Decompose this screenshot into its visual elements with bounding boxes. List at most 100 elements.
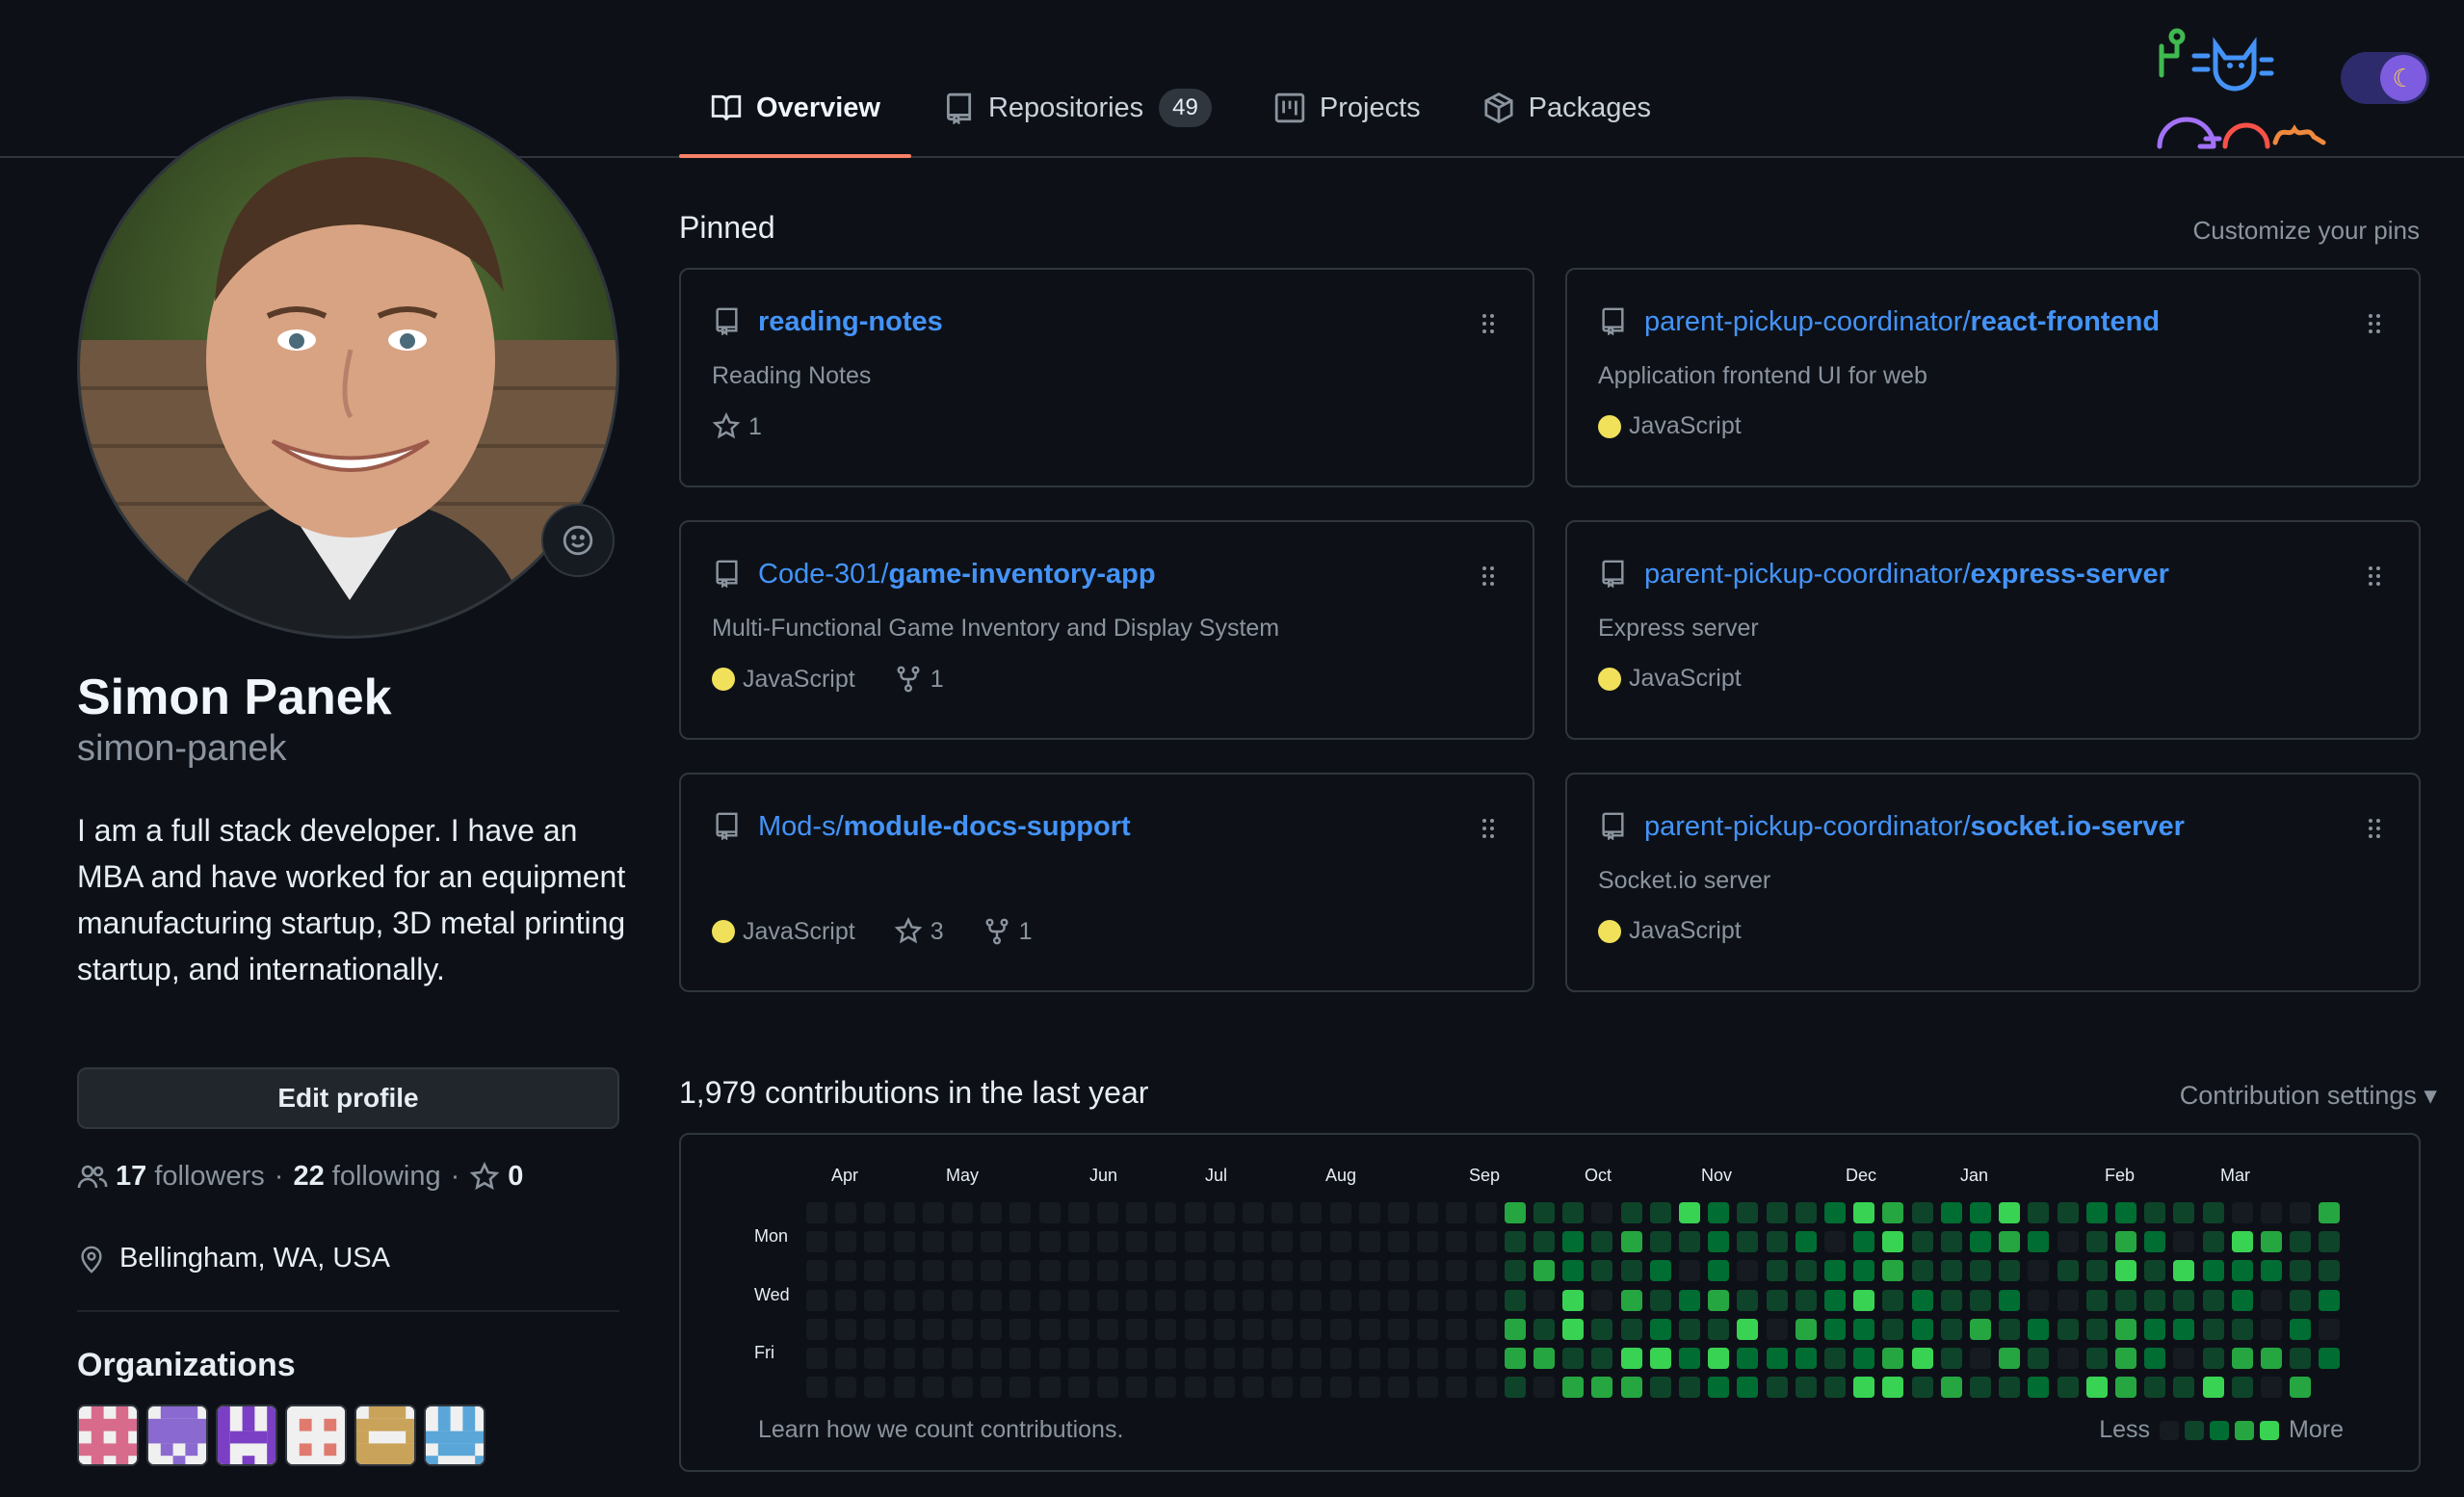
- org-avatar-2[interactable]: [146, 1405, 208, 1466]
- contribution-day[interactable]: [2202, 1231, 2224, 1253]
- contribution-day[interactable]: [1271, 1260, 1294, 1282]
- contribution-day[interactable]: [1300, 1377, 1323, 1399]
- contribution-day[interactable]: [2261, 1260, 2282, 1282]
- contribution-day[interactable]: [1126, 1348, 1148, 1369]
- contribution-day[interactable]: [1679, 1260, 1700, 1282]
- contribution-day[interactable]: [1649, 1289, 1671, 1311]
- contribution-day[interactable]: [1737, 1202, 1759, 1223]
- contribution-day[interactable]: [1475, 1289, 1497, 1311]
- contribution-day[interactable]: [1882, 1202, 1904, 1223]
- contribution-day[interactable]: [806, 1202, 827, 1223]
- contribution-day[interactable]: [893, 1260, 915, 1282]
- contribution-day[interactable]: [952, 1202, 973, 1223]
- contribution-day[interactable]: [2115, 1377, 2136, 1399]
- repo-link[interactable]: parent-pickup-coordinator/express-server: [1644, 559, 2169, 591]
- contribution-day[interactable]: [1417, 1202, 1439, 1223]
- contribution-day[interactable]: [2231, 1377, 2253, 1399]
- contribution-day[interactable]: [1213, 1289, 1235, 1311]
- contribution-day[interactable]: [1009, 1348, 1032, 1369]
- contribution-day[interactable]: [1358, 1231, 1380, 1253]
- contribution-day[interactable]: [835, 1318, 857, 1340]
- contribution-day[interactable]: [981, 1260, 1003, 1282]
- contribution-day[interactable]: [2173, 1231, 2195, 1253]
- contribution-day[interactable]: [922, 1348, 944, 1369]
- contribution-day[interactable]: [2028, 1289, 2050, 1311]
- contribution-day[interactable]: [1853, 1202, 1875, 1223]
- contribution-day[interactable]: [1853, 1289, 1875, 1311]
- contribution-day[interactable]: [1679, 1377, 1700, 1399]
- contribution-day[interactable]: [1911, 1289, 1933, 1311]
- contribution-day[interactable]: [1038, 1202, 1061, 1223]
- contribution-day[interactable]: [1009, 1231, 1032, 1253]
- contribution-day[interactable]: [922, 1318, 944, 1340]
- contribution-day[interactable]: [1766, 1348, 1788, 1369]
- contribution-day[interactable]: [2173, 1260, 2195, 1282]
- contribution-day[interactable]: [864, 1202, 886, 1223]
- contribution-day[interactable]: [1999, 1377, 2021, 1399]
- contribution-day[interactable]: [1446, 1318, 1468, 1340]
- contribution-day[interactable]: [1737, 1377, 1759, 1399]
- contribution-day[interactable]: [1911, 1377, 1933, 1399]
- contribution-day[interactable]: [1795, 1260, 1817, 1282]
- contribution-day[interactable]: [1679, 1289, 1700, 1311]
- drag-handle-icon[interactable]: [1481, 312, 1496, 335]
- contribution-day[interactable]: [1067, 1260, 1089, 1282]
- contribution-day[interactable]: [1243, 1348, 1264, 1369]
- contribution-day[interactable]: [864, 1377, 886, 1399]
- contribution-day[interactable]: [835, 1348, 857, 1369]
- contribution-day[interactable]: [1243, 1231, 1264, 1253]
- contribution-day[interactable]: [1504, 1318, 1526, 1340]
- contribution-day[interactable]: [2290, 1202, 2312, 1223]
- contribution-day[interactable]: [1649, 1231, 1671, 1253]
- contribution-day[interactable]: [1271, 1202, 1294, 1223]
- contribution-day[interactable]: [1620, 1202, 1642, 1223]
- contribution-day[interactable]: [1388, 1318, 1409, 1340]
- contribution-day[interactable]: [1155, 1348, 1177, 1369]
- contribution-day[interactable]: [2173, 1377, 2195, 1399]
- contribution-day[interactable]: [806, 1289, 827, 1311]
- contribution-day[interactable]: [1533, 1348, 1555, 1369]
- contribution-day[interactable]: [2085, 1348, 2108, 1369]
- contribution-day[interactable]: [1155, 1260, 1177, 1282]
- contribution-day[interactable]: [2028, 1231, 2050, 1253]
- contribution-day[interactable]: [1940, 1260, 1962, 1282]
- contribution-day[interactable]: [1271, 1348, 1294, 1369]
- contribution-day[interactable]: [1446, 1289, 1468, 1311]
- contribution-day[interactable]: [864, 1289, 886, 1311]
- repo-link[interactable]: Code-301/game-inventory-app: [758, 559, 1156, 591]
- contribution-day[interactable]: [2290, 1260, 2312, 1282]
- contribution-day[interactable]: [1300, 1318, 1323, 1340]
- contribution-day[interactable]: [1766, 1289, 1788, 1311]
- contribution-day[interactable]: [922, 1202, 944, 1223]
- contribution-day[interactable]: [2173, 1318, 2195, 1340]
- contribution-day[interactable]: [1940, 1289, 1962, 1311]
- contribution-day[interactable]: [1358, 1377, 1380, 1399]
- contribution-day[interactable]: [1766, 1202, 1788, 1223]
- contribution-day[interactable]: [1067, 1377, 1089, 1399]
- contribution-day[interactable]: [1708, 1202, 1730, 1223]
- contribution-day[interactable]: [922, 1377, 944, 1399]
- followers-link[interactable]: 17 followers: [77, 1161, 265, 1193]
- contribution-day[interactable]: [1795, 1231, 1817, 1253]
- contribution-day[interactable]: [835, 1377, 857, 1399]
- contribution-day[interactable]: [1591, 1289, 1613, 1311]
- contribution-day[interactable]: [1940, 1377, 1962, 1399]
- contribution-day[interactable]: [1446, 1377, 1468, 1399]
- contribution-day[interactable]: [1329, 1348, 1351, 1369]
- contribution-day[interactable]: [1853, 1348, 1875, 1369]
- contribution-day[interactable]: [2290, 1231, 2312, 1253]
- contribution-day[interactable]: [1271, 1377, 1294, 1399]
- contribution-day[interactable]: [2202, 1318, 2224, 1340]
- contribution-day[interactable]: [1562, 1289, 1585, 1311]
- contribution-day[interactable]: [2144, 1231, 2166, 1253]
- contribution-day[interactable]: [1067, 1231, 1089, 1253]
- contribution-day[interactable]: [2115, 1202, 2136, 1223]
- contribution-day[interactable]: [1184, 1231, 1206, 1253]
- contribution-day[interactable]: [2261, 1231, 2282, 1253]
- contribution-day[interactable]: [1126, 1318, 1148, 1340]
- contribution-day[interactable]: [1679, 1348, 1700, 1369]
- contribution-day[interactable]: [1562, 1202, 1585, 1223]
- contribution-day[interactable]: [1126, 1377, 1148, 1399]
- contribution-day[interactable]: [1562, 1260, 1585, 1282]
- contribution-day[interactable]: [2261, 1202, 2282, 1223]
